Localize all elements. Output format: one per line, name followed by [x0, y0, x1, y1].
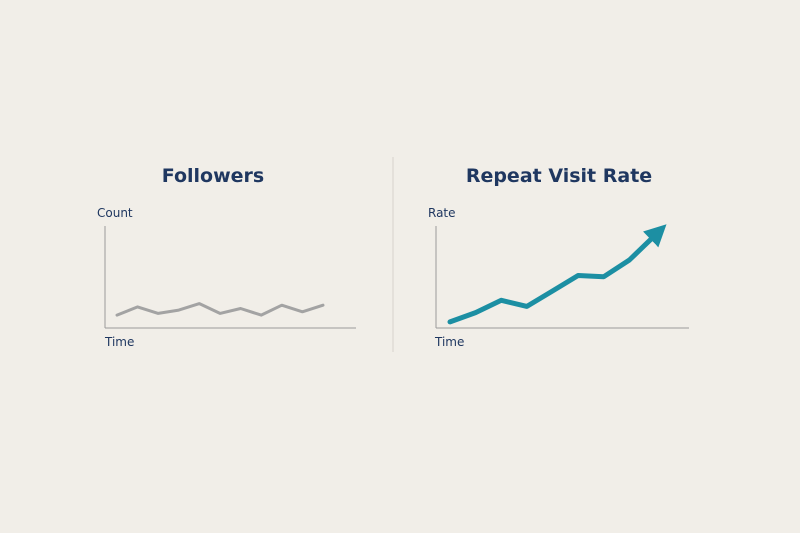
- repeat-visit-rate-x-axis-label: Time: [434, 335, 464, 349]
- repeat-visit-rate-series: [447, 224, 667, 325]
- repeat-visit-rate-chart: Repeat Visit Rate Rate Time: [428, 165, 689, 349]
- followers-x-axis-label: Time: [104, 335, 134, 349]
- repeat-visit-rate-y-axis-label: Rate: [428, 206, 456, 220]
- followers-line: [115, 302, 325, 317]
- followers-chart-title: Followers: [162, 165, 264, 187]
- followers-series: [115, 302, 325, 317]
- repeat-visit-rate-chart-title: Repeat Visit Rate: [466, 165, 652, 187]
- followers-chart: Followers Count Time: [97, 165, 356, 349]
- repeat-visit-rate-line: [447, 224, 667, 325]
- followers-y-axis-label: Count: [97, 206, 133, 220]
